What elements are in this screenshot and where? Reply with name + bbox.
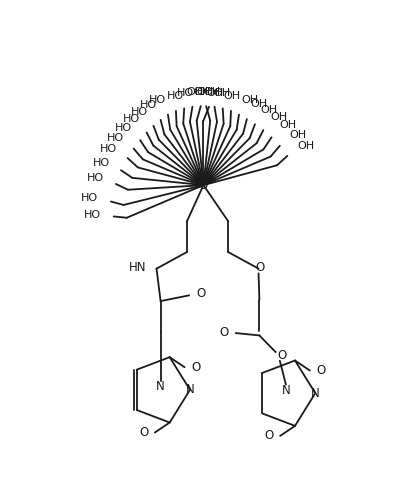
Text: HO: HO (83, 210, 101, 220)
Text: N: N (311, 387, 320, 400)
Text: N: N (186, 384, 194, 396)
Text: HN: HN (129, 261, 146, 274)
Text: O: O (139, 426, 148, 439)
Text: N: N (156, 381, 165, 394)
Text: HO: HO (92, 157, 110, 168)
Text: OH: OH (206, 88, 223, 98)
Text: O: O (219, 325, 229, 338)
Text: OH: OH (241, 95, 259, 105)
Text: O: O (199, 179, 208, 192)
Text: O: O (278, 349, 287, 362)
Text: HO: HO (123, 114, 140, 124)
Text: OH: OH (196, 87, 213, 96)
Text: OH: OH (194, 87, 211, 96)
Text: OH: OH (289, 130, 306, 140)
Text: HO: HO (115, 123, 132, 133)
Text: HO: HO (81, 193, 98, 203)
Text: HO: HO (167, 91, 184, 101)
Text: HO: HO (177, 88, 194, 98)
Text: O: O (316, 364, 326, 377)
Text: OH: OH (203, 87, 221, 96)
Text: OH: OH (223, 91, 240, 101)
Text: O: O (196, 288, 206, 300)
Text: OH: OH (186, 87, 203, 96)
Text: HO: HO (107, 133, 125, 143)
Text: OH: OH (260, 105, 277, 115)
Text: HO: HO (87, 173, 104, 183)
Text: N: N (282, 384, 291, 397)
Text: OH: OH (251, 99, 268, 109)
Text: HO: HO (131, 107, 148, 117)
Text: O: O (264, 430, 274, 443)
Text: OH: OH (298, 142, 315, 152)
Text: HO: HO (140, 100, 157, 110)
Text: O: O (191, 360, 200, 374)
Text: HO: HO (148, 95, 166, 105)
Text: O: O (256, 261, 265, 274)
Text: HO: HO (100, 144, 117, 154)
Text: OH: OH (213, 88, 231, 98)
Text: OH: OH (270, 112, 287, 122)
Text: OH: OH (279, 120, 297, 130)
